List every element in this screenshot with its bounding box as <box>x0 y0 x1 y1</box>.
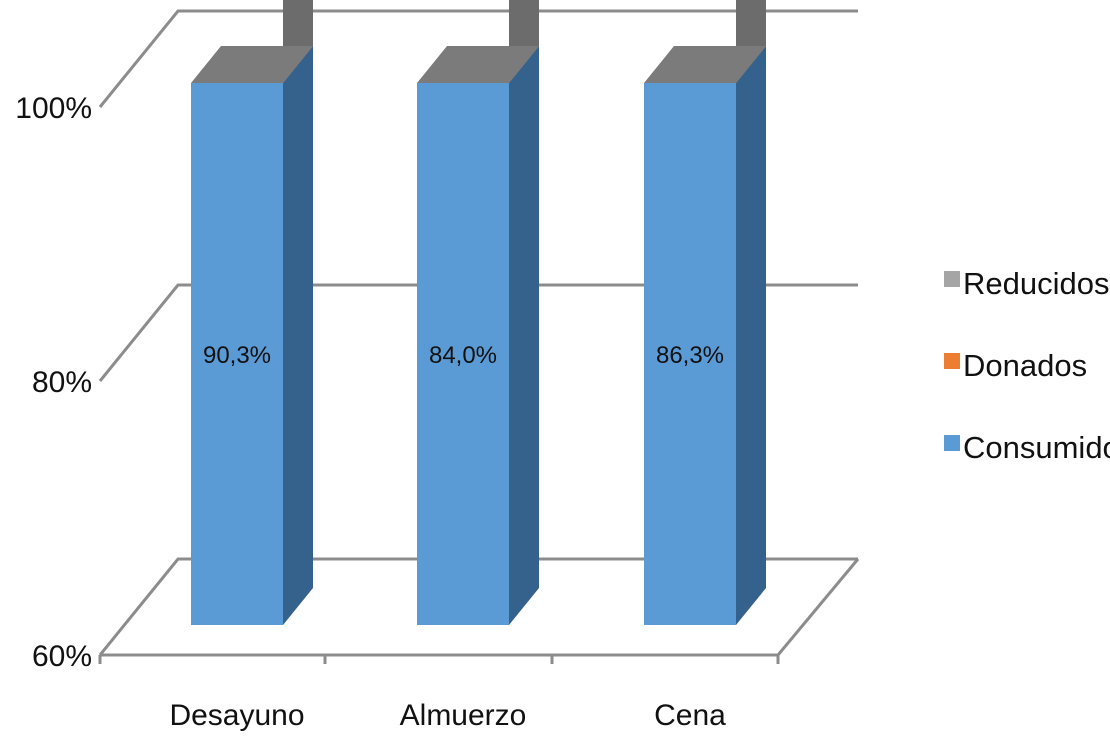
legend: Reducidos Donados Consumidos <box>944 266 1110 465</box>
y-tick-label: 80% <box>32 366 92 399</box>
data-label-consumidos: 86,3% <box>656 342 724 369</box>
legend-label-reducidos: Reducidos <box>963 266 1109 301</box>
legend-swatch-reducidos <box>944 271 960 287</box>
bar-segment-consumidos-desayuno <box>191 83 283 625</box>
legend-label-donados: Donados <box>963 348 1087 383</box>
gridline-100 <box>98 9 858 108</box>
data-label-consumidos: 84,0% <box>429 342 497 369</box>
legend-swatch-donados <box>944 353 960 369</box>
bar-top-almuerzo <box>417 46 539 83</box>
y-tick-label: 60% <box>32 640 92 673</box>
data-label-consumidos: 90,3% <box>203 342 271 369</box>
bar-side-consumidos-desayuno <box>283 46 313 625</box>
legend-label-consumidos: Consumidos <box>963 430 1110 465</box>
bars <box>191 0 766 625</box>
gridline-80 <box>98 283 858 382</box>
bar-side-consumidos-almuerzo <box>509 46 539 625</box>
axes: 60% 80% 100% Desayuno Almuerzo Cena <box>15 92 860 732</box>
x-category-label: Desayuno <box>169 699 304 732</box>
bar-top-cena <box>644 46 766 83</box>
x-category-label: Cena <box>654 699 726 732</box>
data-labels: 90,3%8,1%1,7%84,0%11,4%4,6%86,3%9,9%3,7% <box>203 342 724 369</box>
bar-side-consumidos-cena <box>736 46 766 625</box>
bar-segment-consumidos-cena <box>644 83 736 625</box>
x-category-label: Almuerzo <box>400 699 527 732</box>
bar-segment-consumidos-almuerzo <box>417 83 509 625</box>
y-tick-label: 100% <box>15 92 92 125</box>
bar-top-desayuno <box>191 46 313 83</box>
gridline-60 <box>98 557 858 656</box>
legend-swatch-consumidos <box>944 435 960 451</box>
gridlines <box>98 9 858 656</box>
